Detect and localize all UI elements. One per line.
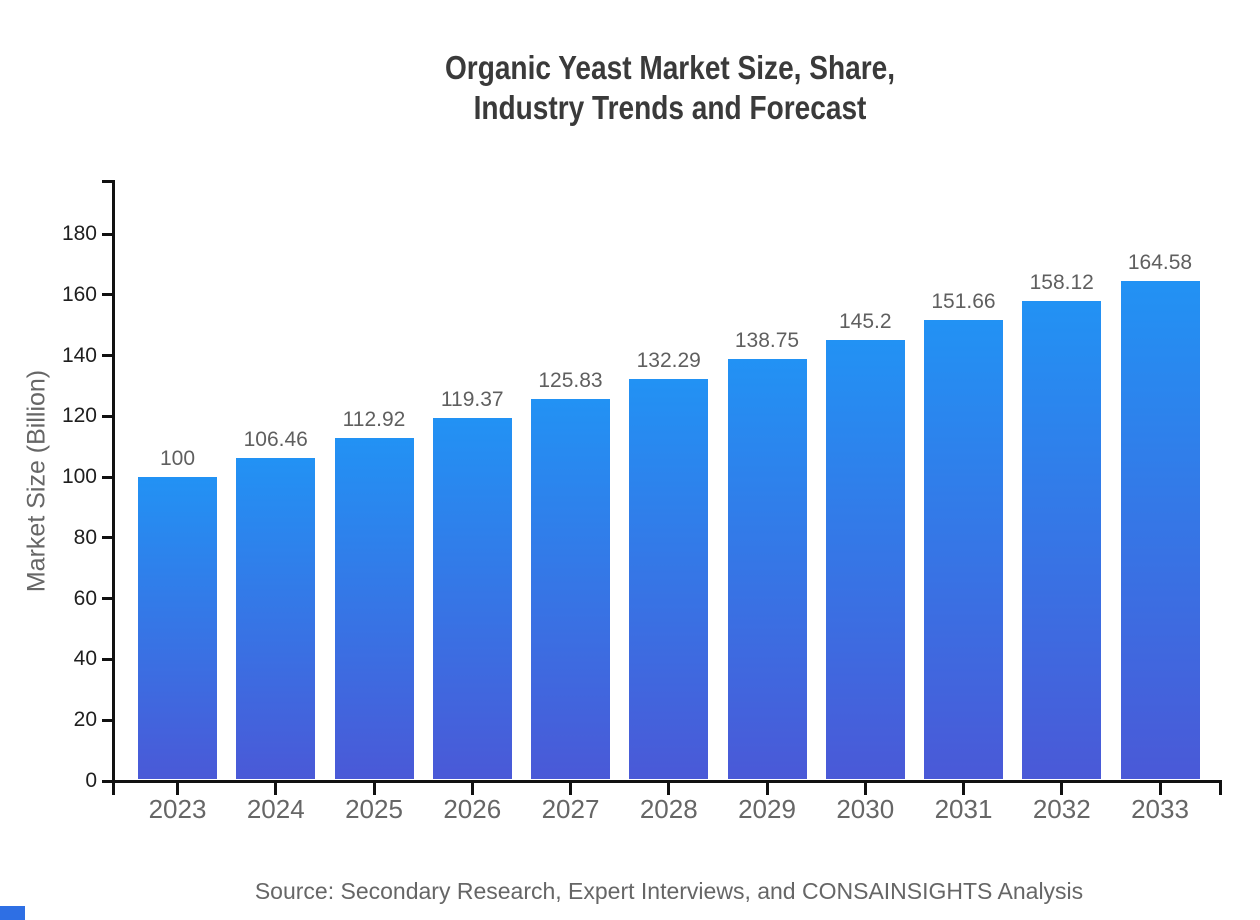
bar (924, 320, 1003, 780)
brand-corner-mark (0, 906, 25, 920)
x-tick (569, 782, 572, 795)
bar-value-label: 106.46 (243, 427, 308, 451)
bar-value-label: 138.75 (734, 329, 800, 353)
y-tick-label: 140 (61, 343, 97, 367)
x-tick (274, 782, 278, 795)
bar-value-label: 164.58 (1127, 251, 1193, 274)
bar (727, 359, 807, 780)
x-tick-label: 2031 (934, 794, 993, 824)
bar (825, 339, 905, 780)
x-tick (1158, 782, 1162, 795)
bar-value-label: 125.83 (538, 368, 603, 392)
bar-value-label: 145.2 (838, 309, 892, 333)
bar-value-label: 151.66 (931, 290, 996, 314)
x-tick-label: 2026 (443, 794, 502, 824)
x-tick (765, 782, 769, 795)
y-tick (102, 718, 113, 722)
y-tick (102, 232, 113, 236)
x-tick (176, 782, 179, 795)
x-tick (962, 782, 965, 795)
x-tick-label: 2028 (639, 794, 698, 824)
chart-title-line2: Industry Trends and Forecast (473, 89, 867, 126)
x-tick (470, 782, 474, 795)
source-attribution: Source: Secondary Research, Expert Inter… (254, 878, 1084, 904)
y-tick (102, 597, 113, 601)
y-tick (102, 779, 113, 783)
x-axis-line (112, 779, 1222, 783)
y-tick (102, 536, 113, 540)
x-axis-end-tick (1219, 779, 1222, 795)
y-tick-label: 180 (61, 222, 97, 246)
bar (334, 437, 414, 780)
bar (629, 379, 709, 780)
x-tick (863, 782, 867, 795)
bar-value-label: 100 (159, 447, 196, 471)
y-tick (102, 354, 113, 358)
bar (138, 477, 217, 780)
x-tick (372, 782, 376, 795)
x-tick-label: 2027 (541, 794, 600, 824)
bar-value-label: 112.92 (342, 407, 406, 431)
y-axis-spine (112, 179, 115, 795)
bar-value-label: 158.12 (1029, 270, 1094, 294)
bar (432, 418, 512, 780)
y-tick-label: 40 (73, 647, 97, 671)
y-tick-label: 60 (73, 586, 97, 610)
x-tick-label: 2023 (148, 794, 207, 824)
x-tick (1060, 782, 1064, 795)
y-axis-end-tick (102, 179, 113, 183)
x-tick-label: 2024 (246, 794, 305, 824)
y-tick (102, 657, 113, 661)
chart-title: Organic Yeast Market Size, Share, Indust… (70, 48, 1260, 128)
bar (1022, 300, 1102, 780)
y-tick-label: 80 (73, 525, 97, 549)
y-tick-label: 20 (73, 708, 97, 732)
y-tick-label: 0 (85, 769, 97, 792)
x-tick-label: 2030 (836, 794, 895, 824)
y-tick (102, 293, 113, 297)
bar-value-label: 132.29 (636, 349, 701, 373)
y-tick-label: 100 (61, 465, 97, 489)
bar (1120, 281, 1200, 780)
bar-value-label: 119.37 (440, 388, 504, 412)
y-tick-label: 120 (61, 404, 97, 428)
bar (531, 398, 610, 780)
y-tick (102, 414, 113, 418)
x-tick-label: 2025 (345, 794, 403, 824)
x-tick-label: 2033 (1131, 794, 1189, 824)
bar (236, 457, 316, 780)
x-tick (667, 782, 671, 795)
y-tick-label: 160 (61, 282, 97, 306)
chart-title-line1: Organic Yeast Market Size, Share, (444, 49, 896, 86)
x-tick-label: 2032 (1032, 794, 1091, 824)
y-tick (102, 475, 113, 479)
x-tick-label: 2029 (738, 794, 796, 824)
